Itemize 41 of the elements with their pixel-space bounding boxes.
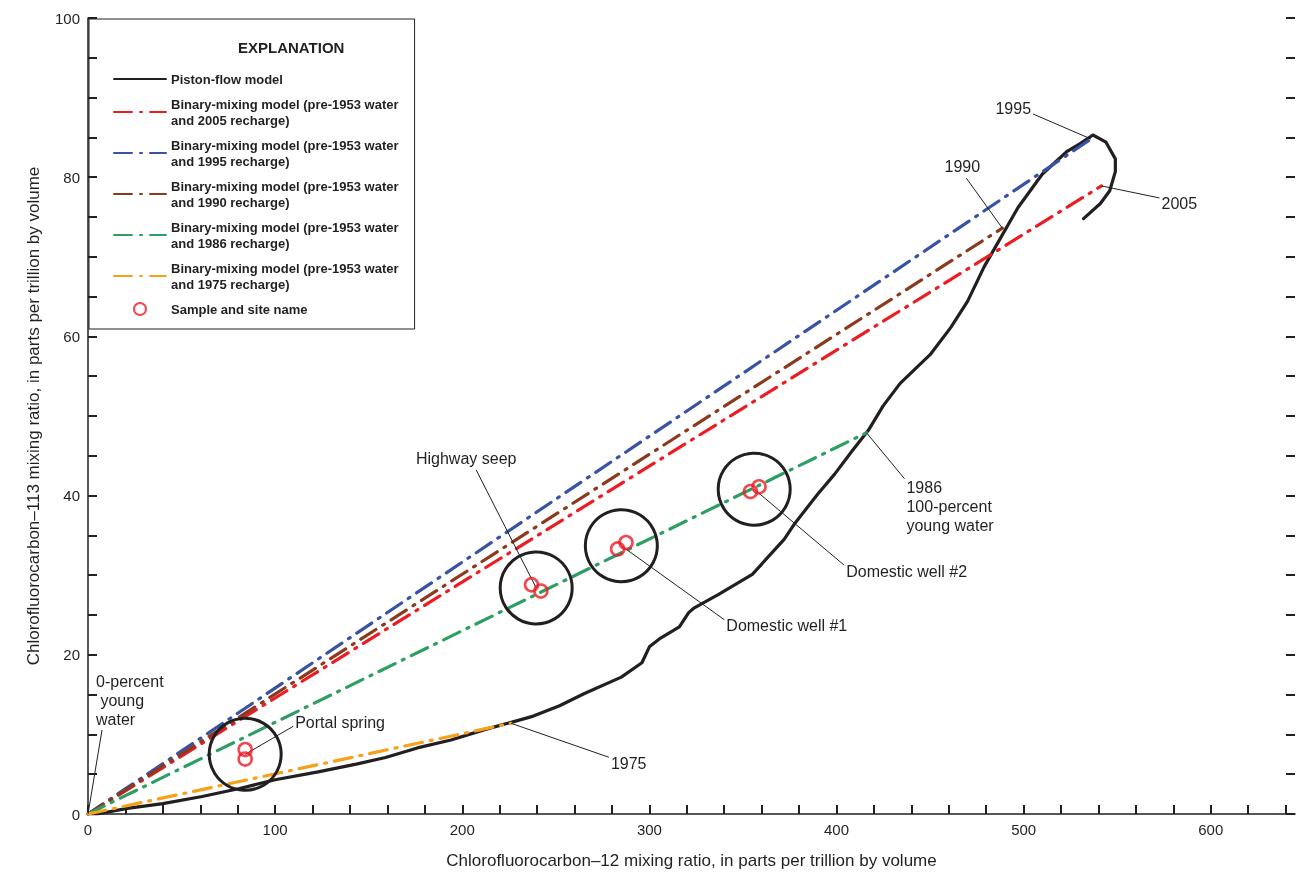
x-tick-label: 0: [83, 821, 93, 838]
x-tick-label: 500: [1011, 821, 1037, 838]
x-tick-label: 600: [1198, 821, 1224, 838]
point: [237, 741, 253, 758]
legend-title: EXPLANATION: [238, 39, 345, 56]
point: [533, 583, 549, 599]
point: [751, 479, 767, 495]
point: [523, 576, 540, 593]
y-tick-label: 40: [63, 487, 80, 505]
x-tick-label: 400: [824, 821, 850, 838]
legend-label: Binary-mixing model (pre-1953 water and 1975 recharge): [171, 260, 399, 292]
legend-label: Piston-flow model: [171, 71, 283, 87]
point: [742, 483, 759, 500]
annotation: Domestic well #2: [846, 562, 968, 580]
y-tick-label: 80: [63, 168, 80, 186]
annotation: 0-percent young water: [95, 673, 165, 728]
annotation: Domestic well #1: [726, 617, 848, 635]
y-tick-label: 0: [71, 805, 80, 823]
legend-label: Binary-mixing model (pre-1953 water and 1986 recharge): [171, 219, 399, 251]
legend-label: Binary-mixing model (pre-1953 water and 1995 recharge): [171, 137, 399, 169]
point: [618, 534, 634, 551]
y-tick-label: 60: [63, 327, 80, 345]
annotation: 2005: [1161, 195, 1198, 213]
y-axis-title: Chlorofluorocarbon–113 mixing ratio, in parts per trillion by volume: [24, 166, 43, 666]
x-tick-label: 200: [449, 821, 475, 838]
annotation: 1995: [995, 100, 1032, 118]
point: [609, 541, 626, 557]
annotation: Highway seep: [415, 449, 517, 467]
legend-label: Sample and site name: [171, 301, 308, 317]
x-tick-label: 300: [636, 821, 662, 838]
legend-label: Binary-mixing model (pre-1953 water and 1990 recharge): [171, 178, 399, 210]
x-axis-title: Chlorofluorocarbon–12 mixing ratio, in parts per trillion by volume: [446, 851, 937, 870]
y-tick-label: 20: [63, 646, 80, 664]
annotation: Portal spring: [295, 713, 386, 731]
y-tick-label: 100: [54, 9, 80, 27]
x-tick-label: 100: [262, 821, 288, 838]
annotation: 1975: [610, 754, 647, 772]
annotation: 1986 100-percent young water: [906, 478, 997, 534]
annotation: 1990: [944, 158, 981, 176]
legend-label: Binary-mixing model (pre-1953 water and 2005 recharge): [171, 96, 399, 128]
point: [237, 751, 253, 767]
